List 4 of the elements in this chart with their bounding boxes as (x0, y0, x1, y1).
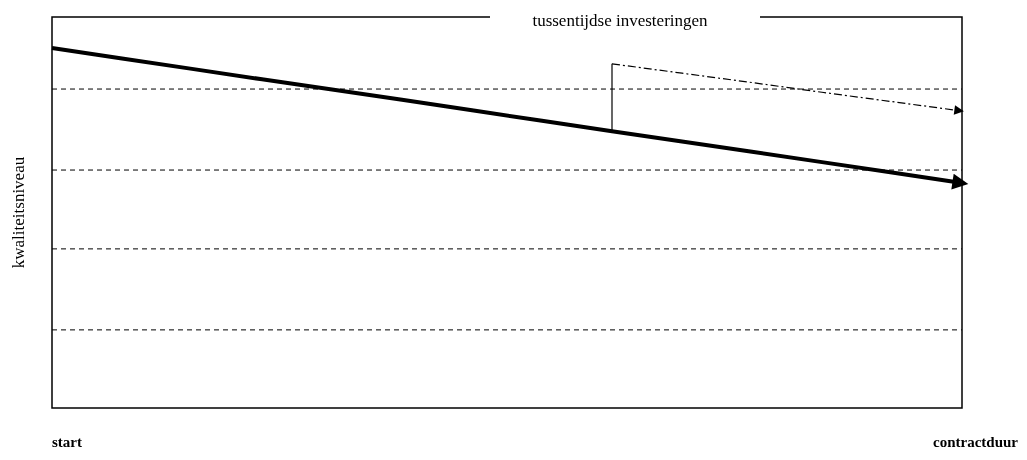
y-axis-title: kwaliteitsniveau (9, 156, 28, 269)
text: start (52, 434, 82, 450)
text: contractduur (933, 434, 1019, 450)
text: tussentijdse investeringen (532, 11, 709, 30)
